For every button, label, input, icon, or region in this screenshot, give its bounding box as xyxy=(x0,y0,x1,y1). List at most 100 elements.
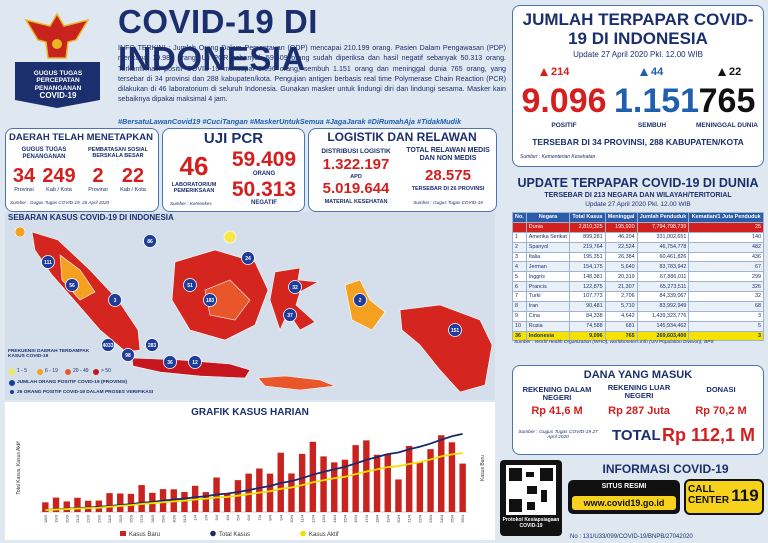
table-row: 4 Jerman 154,175 5,640 83,783,942 67 xyxy=(512,261,764,273)
map-bubble-label: 3 xyxy=(114,298,117,304)
x-tick-label: 23/4 xyxy=(428,514,433,523)
x-tick-label: 22/3 xyxy=(86,514,91,523)
x-tick-label: 30/3 xyxy=(171,514,176,523)
map-bubble xyxy=(283,308,297,322)
bar xyxy=(395,479,402,512)
bar xyxy=(63,501,70,512)
apd-label: APD xyxy=(350,174,362,180)
x-tick-label: 15/4 xyxy=(342,514,347,523)
x-tick-label: 14/4 xyxy=(332,514,337,523)
rows: Turki xyxy=(525,291,571,302)
rows: 67,886,011 xyxy=(636,271,690,283)
rows: 3 xyxy=(688,330,764,342)
psbb-prov: 2 xyxy=(92,165,104,187)
legend-label: Kasus Aktif xyxy=(309,532,339,538)
meninggal-label: MENINGGAL DUNIA xyxy=(696,122,758,129)
bar xyxy=(448,442,456,512)
verify-label: 26 ORANG POSITIF COVID-19 DALAM PROSES V… xyxy=(17,390,154,395)
bar xyxy=(245,473,252,512)
x-tick-label: 16/4 xyxy=(353,514,358,523)
source: Sumber : World Health Organization (WHO)… xyxy=(514,340,714,345)
gugus-prov-unit: Provinsi xyxy=(14,187,34,193)
bar xyxy=(341,459,349,512)
rows: 46,754,778 xyxy=(636,241,690,253)
rows: 140 xyxy=(688,231,764,243)
x-tick-label: 24/3 xyxy=(107,514,112,523)
logo xyxy=(15,12,100,108)
table-row: 2 Spanyol 219,764 22,524 46,754,778 482 xyxy=(512,241,764,253)
x-tick-label: 6/4 xyxy=(246,514,251,520)
map-bubble xyxy=(188,355,202,369)
map-islands xyxy=(14,226,493,393)
title: DAERAH TELAH MENETAPKAN xyxy=(9,132,153,143)
legend: 1 - 5 xyxy=(17,368,28,374)
rows: 10 xyxy=(512,320,527,332)
rows: 4 xyxy=(512,261,527,273)
map-bubble xyxy=(163,355,177,369)
rows: 219,764 xyxy=(569,241,606,253)
map-bubble-label: 12 xyxy=(192,360,198,366)
bubble-label: JUMLAH ORANG POSITIF COVID-19 (PROVINSI) xyxy=(17,380,128,385)
total-label: TOTAL xyxy=(612,427,661,444)
map-bubble xyxy=(288,280,302,294)
legend-swatch xyxy=(9,380,15,386)
meninggal-delta: 22 xyxy=(718,66,768,78)
legend-swatch xyxy=(120,531,126,536)
table-row: 9 Cina 84,338 4,642 1,439,323,776 3 xyxy=(512,310,764,322)
title: JUMLAH TERPAPAR COVID-19 DI INDONESIA xyxy=(522,10,754,48)
rows: 60,461,826 xyxy=(636,251,690,263)
donasi: Rp 70,2 M xyxy=(695,405,747,417)
rows: 2,706 xyxy=(604,291,638,302)
rows: 482 xyxy=(688,241,764,253)
title: SEBARAN KASUS COVID-19 DI INDONESIA xyxy=(8,213,174,222)
labs: 46 xyxy=(179,151,209,181)
rows: 145,934,462 xyxy=(636,320,690,332)
map-bubble-label: 111 xyxy=(44,260,52,266)
rows: 67 xyxy=(688,261,764,273)
rows: 5 xyxy=(688,320,764,332)
update: Update 27 April 2020 Pkl. 12.00 WIB xyxy=(573,50,703,59)
x-tick-label: 7/4 xyxy=(257,514,262,520)
relawan-label: TOTAL RELAWAN MEDIS DAN NON MEDIS xyxy=(406,147,490,162)
legend-swatch xyxy=(65,369,71,375)
bar xyxy=(384,454,391,512)
rows: 3 xyxy=(512,251,527,263)
bar xyxy=(127,493,135,512)
x-tick-label: 19/4 xyxy=(385,514,390,523)
dana-box xyxy=(512,365,764,455)
x-tick-label: 9/4 xyxy=(278,514,283,520)
map-bubble-label: 36 xyxy=(167,360,173,366)
site-bar xyxy=(572,496,676,510)
bar xyxy=(52,497,60,512)
pcr-box xyxy=(162,128,305,212)
map-bubble xyxy=(448,323,462,337)
legend: 6 - 19 xyxy=(45,368,58,374)
source: Sumber : Gugus Tugas COVID-19, 26 April … xyxy=(10,200,110,205)
rows: 148,381 xyxy=(569,271,606,283)
rows xyxy=(512,221,527,233)
header: Negara xyxy=(525,212,571,223)
source: Sumber : Kemenkes xyxy=(170,201,212,206)
x-tick-label: 10/4 xyxy=(289,514,294,523)
material-label: MATERIAL KESEHATAN xyxy=(324,199,388,205)
title: INFORMASI COVID-19 xyxy=(602,462,729,476)
bar xyxy=(405,446,413,512)
sembuh-label: SEMBUH xyxy=(637,122,667,129)
rows: 9 xyxy=(512,310,527,322)
table-row: 6 Prancis 122,875 21,307 65,273,511 326 xyxy=(512,281,764,292)
rows: 436 xyxy=(688,251,764,263)
rows: 765 xyxy=(604,330,638,342)
legend-swatch xyxy=(93,369,99,375)
rows: 20,319 xyxy=(604,271,638,283)
rows: 7 xyxy=(512,291,527,302)
source: Sumber : Kementerian Kesehatan xyxy=(520,154,596,160)
map-bubble-label: 283 xyxy=(148,343,157,349)
map-bubble xyxy=(353,293,367,307)
psbb-prov-unit: Provinsi xyxy=(88,187,108,193)
rows: 65,273,511 xyxy=(636,281,690,292)
x-tick-label: 8/4 xyxy=(268,514,273,520)
info: INFO TERKINI : Jumlah Orang Dalam Pemant… xyxy=(118,44,506,104)
rows: 331,002,651 xyxy=(636,231,690,243)
rows: 195,920 xyxy=(604,221,638,233)
bar xyxy=(224,493,231,512)
